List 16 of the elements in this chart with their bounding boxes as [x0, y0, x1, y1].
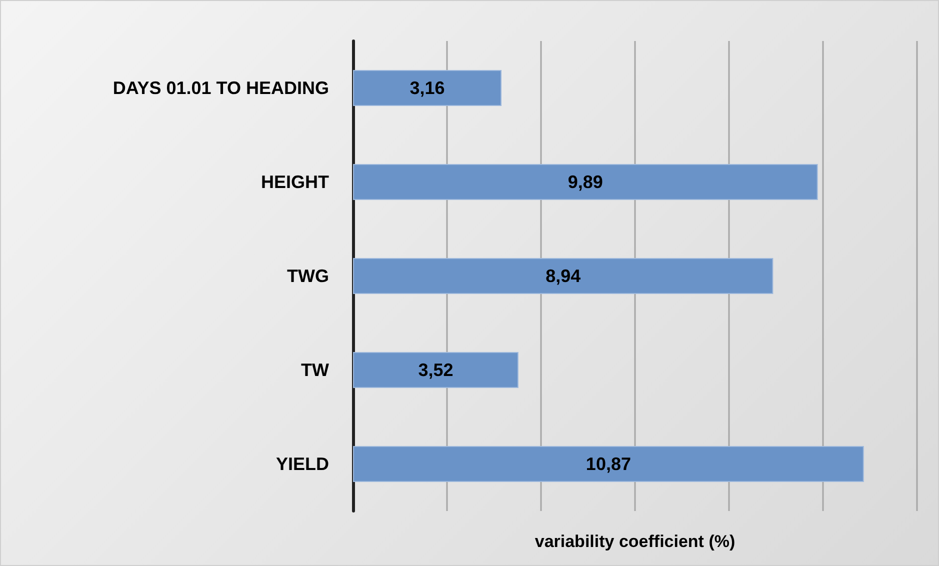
y-tick-label: YIELD	[276, 454, 329, 474]
data-label: 3,16	[410, 78, 445, 98]
data-label: 3,52	[418, 360, 454, 380]
y-tick-label: HEIGHT	[260, 172, 329, 192]
bar	[353, 70, 502, 106]
data-label: 9,89	[568, 172, 603, 192]
data-label: 10,87	[586, 454, 631, 474]
bar	[353, 446, 864, 482]
y-tick-label: DAYS 01.01 TO HEADING	[112, 78, 329, 98]
bar	[353, 352, 518, 388]
bar	[353, 164, 818, 200]
y-tick-label: TW	[301, 360, 330, 380]
x-axis-title: variability coefficient (%)	[534, 532, 736, 551]
data-label: 8,94	[546, 266, 581, 286]
bar	[353, 258, 774, 294]
y-tick-label: TWG	[287, 266, 329, 286]
